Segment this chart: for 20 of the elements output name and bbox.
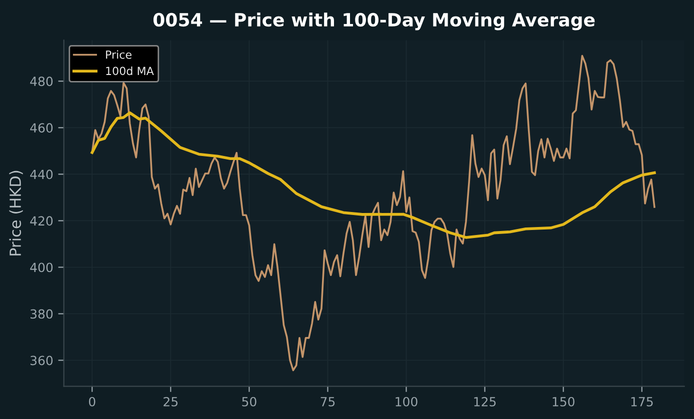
x-tick-label: 0 <box>88 396 96 406</box>
y-tick-label: 460 <box>30 123 53 133</box>
y-tick-label: 360 <box>30 356 53 366</box>
x-tick-label: 175 <box>631 397 653 406</box>
legend-label: Price <box>106 50 132 59</box>
y-axis-title: Price (HKD) <box>9 170 23 256</box>
y-tick-label: 400 <box>30 262 53 272</box>
y-tick-label: 440 <box>30 170 53 180</box>
x-tick-label: 100 <box>396 396 418 406</box>
x-tick-label: 50 <box>242 396 256 406</box>
x-tick-label: 150 <box>552 396 574 406</box>
line-series <box>90 111 656 239</box>
legend-label: 100d MA <box>106 66 154 76</box>
y-tick-label: 480 <box>30 76 53 86</box>
x-tick-label: 75 <box>320 397 335 406</box>
y-tick-label: 420 <box>30 216 53 226</box>
x-tick-label: 25 <box>164 396 178 406</box>
chart-title: 0054 — Price with 100-Day Moving Average <box>153 12 595 30</box>
y-tick-label: 380 <box>30 309 53 319</box>
x-tick-label: 125 <box>474 396 496 406</box>
